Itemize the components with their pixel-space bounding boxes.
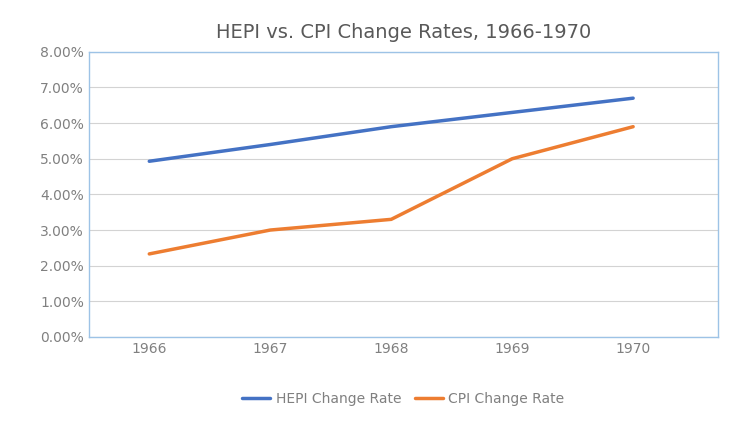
HEPI Change Rate <box>508 110 517 115</box>
CPI Change Rate <box>387 217 396 222</box>
HEPI Change Rate <box>387 124 396 129</box>
CPI Change Rate <box>145 251 154 257</box>
HEPI Change Rate <box>145 159 154 164</box>
CPI Change Rate <box>266 228 275 233</box>
Legend: HEPI Change Rate, CPI Change Rate: HEPI Change Rate, CPI Change Rate <box>237 387 570 412</box>
Line: CPI Change Rate: CPI Change Rate <box>149 127 633 254</box>
Line: HEPI Change Rate: HEPI Change Rate <box>149 98 633 161</box>
HEPI Change Rate <box>629 95 638 101</box>
CPI Change Rate <box>629 124 638 129</box>
Title: HEPI vs. CPI Change Rates, 1966-1970: HEPI vs. CPI Change Rates, 1966-1970 <box>215 23 591 42</box>
CPI Change Rate <box>508 156 517 162</box>
HEPI Change Rate <box>266 142 275 147</box>
